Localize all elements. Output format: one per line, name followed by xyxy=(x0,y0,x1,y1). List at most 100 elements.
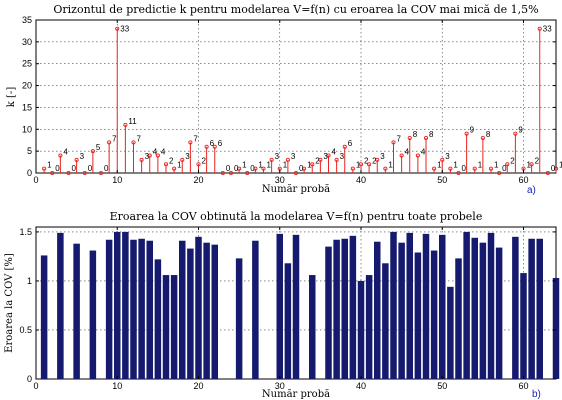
stem-marker xyxy=(488,166,494,171)
data-label: 1 xyxy=(356,161,361,170)
data-label: 0 xyxy=(250,164,255,173)
bar xyxy=(357,280,365,379)
bar xyxy=(406,232,413,379)
data-label: 7 xyxy=(112,134,117,143)
stem-marker xyxy=(147,153,152,158)
data-label: 0 xyxy=(226,164,231,173)
stem-marker xyxy=(90,149,95,154)
stem-marker xyxy=(318,157,323,162)
stem-marker xyxy=(334,157,339,162)
chart-b-y-axis-label: Eroarea la COV [%] xyxy=(4,253,15,353)
chart-a-y-axis-label: k [-] xyxy=(6,87,17,108)
stem-marker xyxy=(269,157,274,162)
bar xyxy=(179,240,186,379)
stem-marker xyxy=(172,166,177,171)
bar xyxy=(138,238,145,379)
bar xyxy=(130,239,137,379)
data-label: 0 xyxy=(104,164,109,173)
stem-marker xyxy=(399,153,404,158)
x-tick-label: 30 xyxy=(275,381,285,391)
bar xyxy=(487,232,495,379)
stem-marker xyxy=(505,162,510,167)
bar xyxy=(333,239,340,379)
stem-marker xyxy=(188,140,193,145)
data-label: 0 xyxy=(299,164,304,173)
stem-marker xyxy=(220,170,225,176)
stem-marker xyxy=(253,166,258,171)
bar xyxy=(495,247,503,379)
data-label: 1 xyxy=(307,161,312,170)
data-label: 7 xyxy=(193,134,198,143)
stem-marker xyxy=(350,166,355,171)
data-label: 8 xyxy=(429,130,434,139)
stem-marker xyxy=(423,135,429,141)
data-label: 4 xyxy=(63,148,68,157)
stem-marker xyxy=(358,162,364,167)
stem-marker xyxy=(497,170,502,176)
data-label: 1 xyxy=(559,161,562,170)
chart-a-panel-tag: a) xyxy=(527,185,536,196)
bar xyxy=(365,275,373,379)
stem-marker xyxy=(432,166,437,171)
data-label: 1 xyxy=(478,161,483,170)
stem-marker xyxy=(74,157,79,162)
bar xyxy=(341,238,348,379)
x-tick-label: 60 xyxy=(518,381,528,391)
data-label: 8 xyxy=(413,130,418,139)
stem-marker xyxy=(98,170,104,176)
bar xyxy=(57,232,64,379)
stem-marker xyxy=(293,170,299,176)
data-label: 2 xyxy=(169,156,174,165)
data-label: 5 xyxy=(96,143,101,152)
bar xyxy=(73,243,80,379)
stem-marker xyxy=(155,153,160,158)
data-label: 4 xyxy=(421,148,426,157)
data-label: 7 xyxy=(397,134,402,143)
bar xyxy=(162,275,170,379)
data-label: 4 xyxy=(161,148,166,157)
stem-marker xyxy=(367,162,372,167)
bar xyxy=(195,236,202,379)
chart-b-title: Eroarea la COV obtinută la modelarea V=f… xyxy=(110,210,483,223)
data-label: 1 xyxy=(527,161,532,170)
bar xyxy=(552,277,560,379)
bar xyxy=(252,240,259,379)
data-label: 6 xyxy=(210,139,215,148)
stem-marker xyxy=(204,144,209,149)
bar xyxy=(187,248,194,379)
data-label: 33 xyxy=(120,25,129,34)
chart-b-bars xyxy=(40,231,560,379)
bar xyxy=(374,241,381,379)
data-label: 3 xyxy=(185,152,190,161)
bar xyxy=(536,238,543,379)
data-label: 2 xyxy=(202,156,207,165)
x-tick-label: 40 xyxy=(356,175,366,185)
bar xyxy=(430,250,438,379)
data-label: 1 xyxy=(242,161,247,170)
stem-marker xyxy=(448,166,453,171)
stem-marker xyxy=(123,122,128,127)
bar xyxy=(122,231,129,379)
bar xyxy=(528,238,535,379)
bar xyxy=(276,233,283,379)
y-tick-label: 10 xyxy=(22,124,32,134)
stem-marker xyxy=(180,157,185,162)
bar xyxy=(105,239,113,379)
data-label: 4 xyxy=(332,148,337,157)
data-label: 1 xyxy=(47,161,52,170)
x-tick-label: 40 xyxy=(356,381,366,391)
data-label: 6 xyxy=(218,139,223,148)
stem-marker xyxy=(285,157,290,162)
stem-marker xyxy=(480,135,485,141)
data-label: 0 xyxy=(551,164,556,173)
chart-b-y-ticks: 0 0.5 1 1.5 xyxy=(19,227,556,384)
stem-marker xyxy=(302,166,307,171)
data-label: 33 xyxy=(543,25,552,34)
stem-marker xyxy=(196,162,201,167)
stem-marker xyxy=(375,157,380,162)
data-label: 2 xyxy=(510,156,515,165)
stem-marker xyxy=(310,162,315,167)
data-label: 7 xyxy=(137,134,142,143)
